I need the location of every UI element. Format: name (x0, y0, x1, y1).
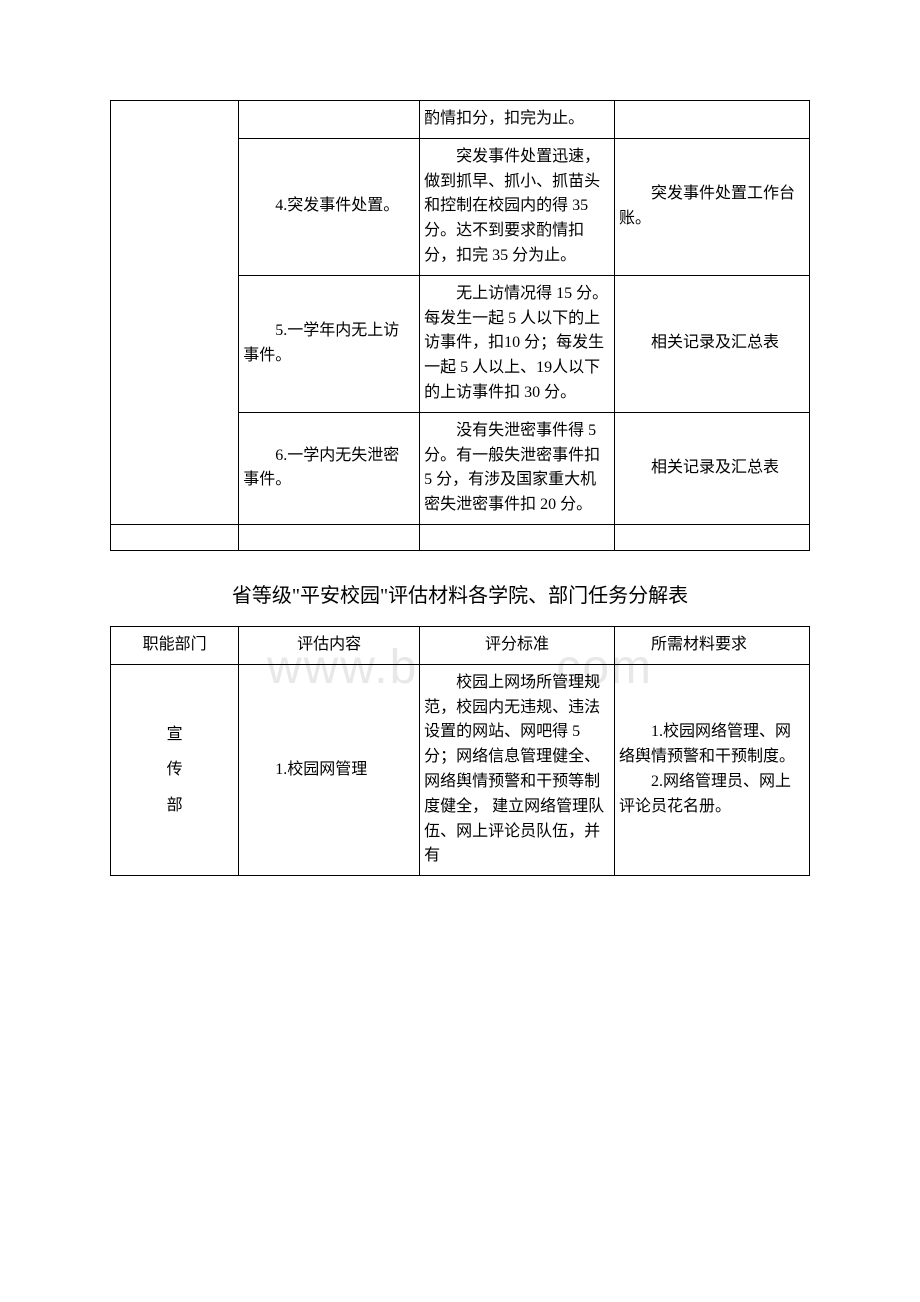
cell-content: 1.校园网管理 (239, 664, 420, 875)
cell-col3: 突发事件处置迅速，做到抓早、抓小、抓苗头和控制在校园内的得 35 分。达不到要求… (420, 138, 615, 275)
header-criteria: 评分标准 (420, 626, 615, 664)
cell-col2 (239, 101, 420, 139)
dept-line: 传 (167, 761, 183, 778)
cell-col4 (615, 101, 810, 139)
table-upper: 酌情扣分，扣完为止。 4.突发事件处置。 突发事件处置迅速，做到抓早、抓小、抓苗… (110, 100, 810, 551)
cell-col2: 6.一学内无失泄密事件。 (239, 412, 420, 524)
dept-line: 部 (167, 797, 183, 814)
table-row: 酌情扣分，扣完为止。 (111, 101, 810, 139)
cell-col2: 5.一学年内无上访事件。 (239, 275, 420, 412)
cell-dept: 宣 传 部 (111, 664, 239, 875)
cell-col4: 相关记录及汇总表 (615, 412, 810, 524)
cell-col3 (420, 524, 615, 550)
table-header-row: 职能部门 评估内容 评分标准 所需材料要求 (111, 626, 810, 664)
cell-col4: 突发事件处置工作台账。 (615, 138, 810, 275)
cell-col3: 无上访情况得 15 分。每发生一起 5 人以下的上访事件，扣10 分；每发生一起… (420, 275, 615, 412)
cell-col1 (111, 101, 239, 525)
cell-col4: 相关记录及汇总表 (615, 275, 810, 412)
cell-criteria: 校园上网场所管理规范，校园内无违规、违法设置的网站、网吧得 5 分；网络信息管理… (420, 664, 615, 875)
header-dept: 职能部门 (111, 626, 239, 664)
cell-col2 (239, 524, 420, 550)
cell-col4 (615, 524, 810, 550)
cell-col3: 没有失泄密事件得 5 分。有一般失泄密事件扣 5 分，有涉及国家重大机密失泄密事… (420, 412, 615, 524)
table-row (111, 524, 810, 550)
section-title: 省等级"平安校园"评估材料各学院、部门任务分解表 (110, 579, 810, 608)
cell-col3: 酌情扣分，扣完为止。 (420, 101, 615, 139)
cell-col2: 4.突发事件处置。 (239, 138, 420, 275)
header-content: 评估内容 (239, 626, 420, 664)
header-materials: 所需材料要求 (615, 626, 810, 664)
dept-line: 宣 (167, 726, 183, 743)
table-lower: 职能部门 评估内容 评分标准 所需材料要求 宣 传 部 1.校园网管理 校园上网… (110, 626, 810, 876)
cell-col1 (111, 524, 239, 550)
cell-materials: 1.校园网络管理、网络舆情预警和干预制度。 2.网络管理员、网上评论员花名册。 (615, 664, 810, 875)
table-row: 宣 传 部 1.校园网管理 校园上网场所管理规范，校园内无违规、违法设置的网站、… (111, 664, 810, 875)
